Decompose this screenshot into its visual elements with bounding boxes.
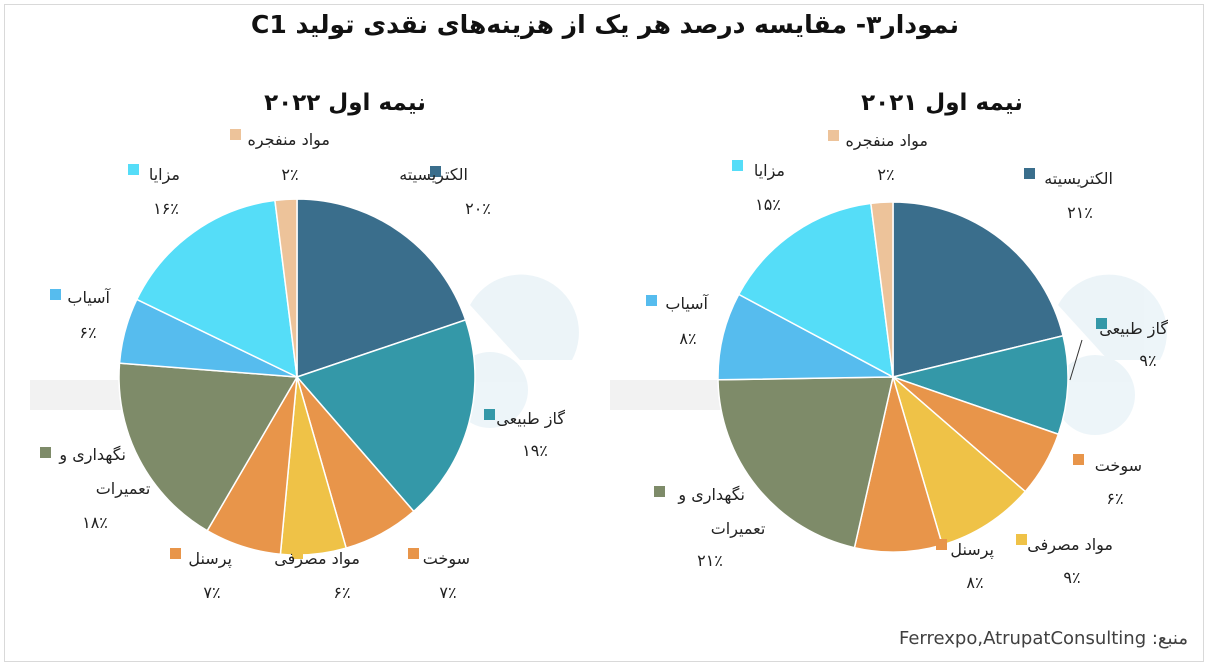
slice-value-label: ۲۰٪ [465,199,491,218]
slice-label: مزایا [149,165,180,185]
legend-swatch [40,447,51,458]
legend-swatch [292,548,303,559]
slice-label: الکتریسیته [399,165,468,185]
slice-label: پرسنل [188,549,232,569]
legend-swatch [1073,454,1084,465]
pie-slice [890,334,1069,436]
slice-value-label: ۸٪ [679,329,696,348]
legend-swatch [654,486,665,497]
legend-swatch [408,548,419,559]
pie-slice [737,202,894,379]
slice-value-label: ۲۱٪ [697,551,723,570]
pie-slice [717,293,896,381]
slice-label: سوخت [423,549,470,569]
slice-value-label: ۱۶٪ [153,199,179,218]
legend-swatch [430,166,441,177]
source-note: منبع: Ferrexpo,AtrupatConsulting [898,628,1188,649]
pie-title: نیمه اول ۲۰۲۱ [861,90,1023,116]
legend-swatch [936,539,947,550]
legend-swatch [732,160,743,171]
slice-value-label: ۲٪ [877,165,894,184]
slice-value-label: ۱۵٪ [755,195,781,214]
legend-swatch [1024,168,1035,179]
slice-value-label: ۹٪ [1063,568,1080,587]
slice-label: مواد مصرفی [1027,535,1113,555]
slice-label: مواد منفجره [247,130,330,150]
pie-slice [274,198,298,378]
pie-slice [295,318,476,513]
slice-label: نگهداری و [677,485,745,505]
slice-value-label: ۱۹٪ [522,441,548,460]
pie-slice [870,201,894,378]
pie-chart-2021: نیمه اول ۲۰۲۱ الکتریسیته ۲۱٪ گاز طبیعی ۹٪ سوخ… [646,90,1168,592]
legend-swatch [50,289,61,300]
slice-value-label: ۹٪ [1139,351,1156,370]
slice-label: پرسنل [950,540,994,560]
legend-swatch [128,164,139,175]
leader-line [1069,339,1083,381]
legend-swatch [1096,318,1107,329]
pie-chart-2022: نیمه اول ۲۰۲۲ الکتریسیته ۲۰٪ گاز طبیعی ۱۹٪ سو… [40,90,565,602]
slice-value-label: ۸٪ [966,573,983,592]
slice-label: نگهداری و [58,445,126,465]
slice-label: مواد مصرفی [274,549,360,569]
slice-value-label: ۷٪ [203,583,220,602]
slice-label: تعمیرات [711,519,766,539]
slice-label: آسیاب [665,294,709,313]
slice-value-label: ۱۸٪ [82,513,108,532]
slice-label: الکتریسیته [1044,169,1113,189]
slice-value-label: ۶٪ [1106,489,1123,508]
legend-swatch [230,129,241,140]
slice-label: مزایا [754,161,785,181]
slice-label: تعمیرات [96,479,151,499]
pie-slice [296,198,467,379]
slice-label: گاز طبیعی [496,409,565,429]
chart-title: نمودار۳- مقایسه درصد هر یک از هزینه‌های … [251,10,959,39]
legend-swatch [828,130,839,141]
slice-value-label: ۲٪ [281,165,298,184]
slice-label: آسیاب [67,288,111,307]
legend-swatch [1016,534,1027,545]
legend-swatch [170,548,181,559]
slice-label: سوخت [1095,456,1142,476]
slice-value-label: ۶٪ [79,323,96,342]
slice-value-label: ۶٪ [333,583,350,602]
slice-value-label: ۷٪ [439,583,456,602]
legend-swatch [646,295,657,306]
slice-label: گاز طبیعی [1099,319,1168,339]
pie-slice [717,376,894,549]
pie-slice [118,362,299,532]
pie-slice [135,199,298,379]
pie-slice [892,201,1064,378]
pie-title: نیمه اول ۲۰۲۲ [264,90,426,116]
slice-value-label: ۲۱٪ [1067,203,1093,222]
legend-swatch [484,409,495,420]
slice-label: مواد منفجره [845,131,928,151]
